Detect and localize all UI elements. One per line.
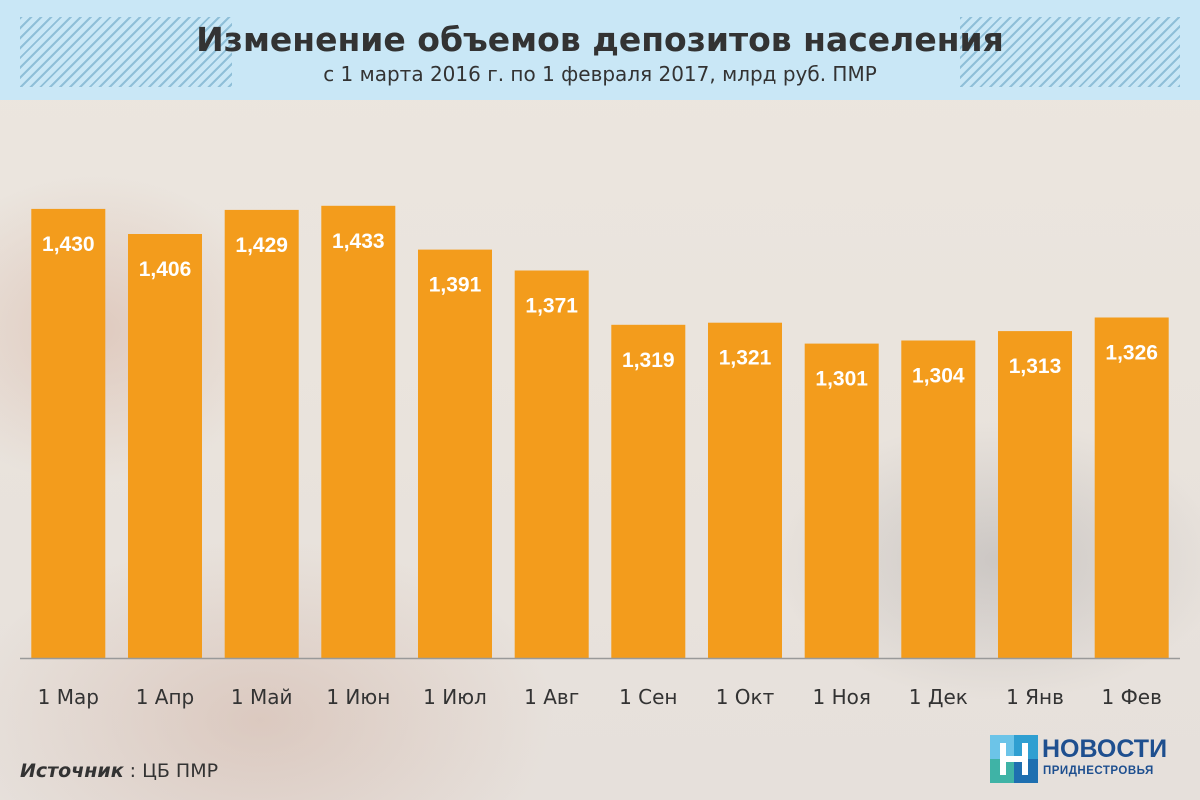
source-value: ЦБ ПМР (142, 760, 219, 782)
bar-value-label-7: 1,319 (622, 349, 675, 372)
bar-5 (418, 249, 492, 658)
bar-value-label-11: 1,313 (1009, 355, 1062, 378)
bar-12 (1094, 317, 1169, 658)
source-note: Источник : ЦБ ПМР (20, 760, 218, 782)
bar-6 (514, 270, 589, 658)
bar-value-label-8: 1,321 (719, 347, 772, 370)
x-tick-label-3: 1 Май (231, 685, 293, 709)
x-tick-label-8: 1 Окт (716, 685, 775, 709)
x-tick-label-1: 1 Мар (38, 685, 99, 709)
header-stripes-right (960, 17, 1180, 87)
bar-11 (998, 331, 1072, 658)
bar-value-label-9: 1,301 (815, 368, 868, 391)
news-logo: НОВОСТИ ПРИДНЕСТРОВЬЯ (990, 735, 1195, 783)
bar-value-label-4: 1,433 (332, 230, 385, 253)
x-tick-label-4: 1 Июн (326, 685, 390, 709)
bar-value-label-3: 1,429 (235, 234, 288, 257)
bar-8 (708, 322, 782, 658)
bar-1 (31, 208, 106, 658)
source-separator: : (123, 760, 143, 782)
x-tick-label-7: 1 Сен (619, 685, 677, 709)
bar-3 (224, 209, 299, 658)
bar-2 (128, 234, 202, 658)
logo-mark-icon (990, 735, 1038, 783)
bar-7 (611, 324, 686, 658)
bar-value-label-2: 1,406 (139, 258, 192, 281)
source-label: Источник (20, 760, 124, 782)
bar-value-label-10: 1,304 (912, 365, 965, 388)
x-tick-label-10: 1 Дек (909, 685, 968, 709)
bar-10 (901, 340, 976, 658)
bar-9 (804, 343, 879, 658)
logo-sub-text: ПРИДНЕСТРОВЬЯ (1043, 765, 1154, 777)
logo-main-text: НОВОСТИ (1042, 735, 1168, 763)
header-stripes-left (20, 17, 232, 87)
bar-value-label-1: 1,430 (42, 233, 95, 256)
bar-value-label-5: 1,391 (429, 274, 482, 297)
x-tick-label-11: 1 Янв (1006, 685, 1064, 709)
x-tick-label-9: 1 Ноя (813, 685, 871, 709)
bar-4 (321, 205, 396, 659)
x-tick-label-2: 1 Апр (136, 685, 195, 709)
header-banner: Изменение объемов депозитов населения с … (0, 0, 1200, 100)
chart-subtitle: с 1 марта 2016 г. по 1 февраля 2017, млр… (323, 62, 877, 86)
x-tick-label-5: 1 Июл (423, 685, 487, 709)
x-tick-label-12: 1 Фев (1102, 685, 1162, 709)
bar-value-label-12: 1,326 (1105, 342, 1158, 365)
bar-value-label-6: 1,371 (525, 295, 578, 318)
x-tick-label-6: 1 Авг (524, 685, 579, 709)
chart-title: Изменение объемов депозитов населения (196, 20, 1004, 59)
